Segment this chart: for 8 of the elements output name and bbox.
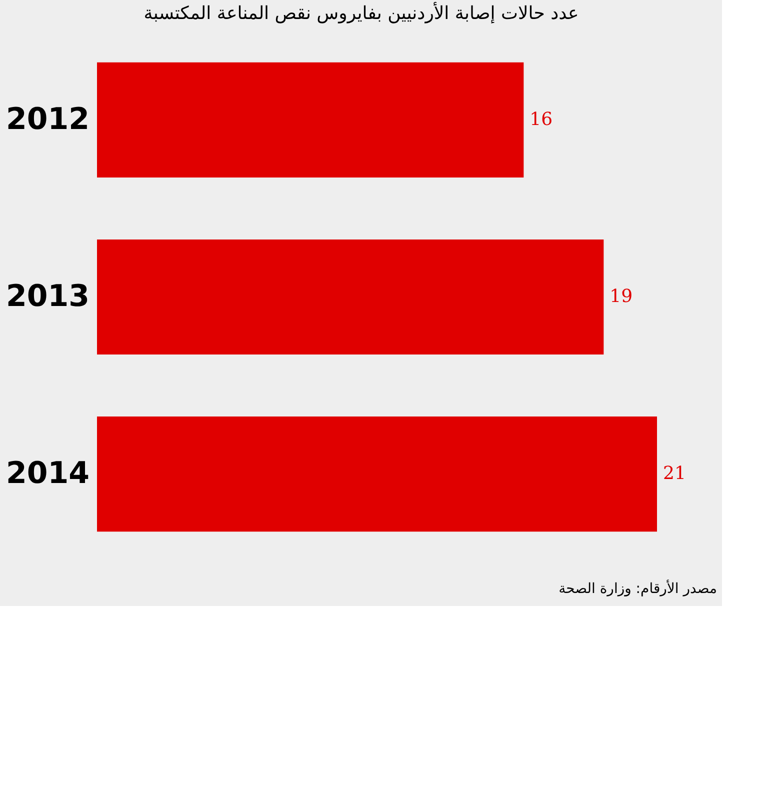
- chart-title: عدد حالات إصابة الأردنيين بفايروس نقص المناعة المكتسبة: [144, 1, 579, 24]
- data-label: 21: [663, 463, 686, 484]
- y-tick-label: 2013: [6, 279, 90, 314]
- y-tick-label: 2012: [6, 102, 90, 137]
- text: مصدر الأرقام: وزارة الصحة: [558, 579, 717, 597]
- data-label: 19: [610, 286, 633, 307]
- y-tick-label: 2014: [6, 456, 90, 492]
- data-label: 16: [530, 108, 553, 130]
